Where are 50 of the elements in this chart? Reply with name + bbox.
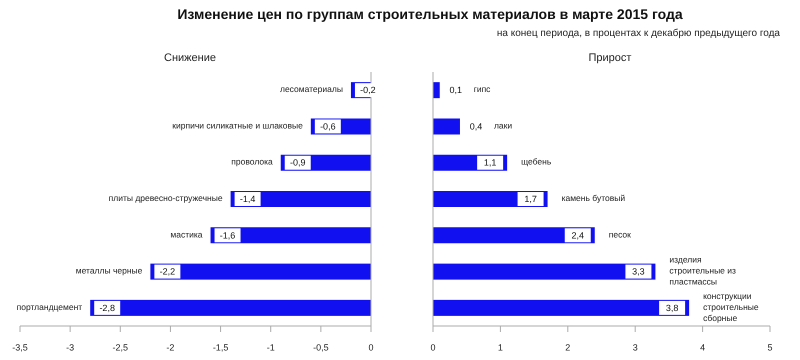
chart-subtitle: на конец периода, в процентах к декабрю предыдущего года	[496, 28, 780, 39]
data-label: -1,6	[220, 230, 236, 240]
x-tick-label: 0	[368, 342, 374, 352]
x-tick-label: -3,5	[12, 342, 28, 352]
data-label: -2,2	[160, 266, 176, 277]
bar	[433, 264, 656, 280]
text: Изменение цен по группам строительных материалов в марте 2015 года	[176, 6, 684, 22]
x-tick-label: -0,5	[313, 342, 329, 352]
y-tick-label: мастика	[170, 230, 203, 240]
data-label: -1,4	[240, 194, 256, 204]
y-tick-label: лаки	[494, 120, 512, 131]
y-tick-label: гипс	[474, 84, 492, 94]
y-tick-label: песок	[608, 230, 632, 240]
x-tick-label: 3	[632, 342, 638, 352]
y-tick-label: портландцемент	[16, 302, 82, 312]
y-tick-label: изделия строительные из пластмассы	[669, 254, 736, 287]
data-label: 1,7	[524, 194, 537, 204]
data-label: -2,8	[99, 302, 115, 313]
y-tick-label: камень бутовый	[562, 193, 626, 204]
data-label: 1,1	[484, 158, 496, 168]
y-tick-label: кирпичи силикатные и шлаковые	[172, 120, 304, 131]
x-tick-label: -3	[66, 342, 74, 352]
x-tick-label: 4	[700, 342, 706, 352]
text: Прирост	[588, 52, 632, 64]
bar	[433, 118, 460, 134]
y-tick-label: металлы черные	[76, 266, 143, 276]
x-tick-label: 2	[565, 342, 570, 352]
bar	[433, 300, 690, 316]
x-tick-label: -1,5	[212, 342, 228, 352]
y-tick-label: щебень	[521, 156, 552, 167]
data-label: 3,8	[666, 302, 678, 313]
data-label: -0,6	[320, 121, 336, 132]
y-tick-label: проволока	[231, 156, 274, 167]
x-tick-label: -1	[266, 342, 275, 352]
x-tick-label: -2,5	[112, 342, 128, 352]
x-tick-label: 1	[498, 342, 503, 352]
data-label: 3,3	[632, 266, 645, 277]
y-tick-label: конструкции строительные сборные	[703, 291, 759, 324]
data-label: 0,1	[449, 85, 462, 96]
y-tick-label: плиты древесно-стружечные	[108, 193, 223, 204]
bar	[433, 227, 595, 244]
text: Снижение	[164, 52, 216, 64]
data-label: -0,9	[290, 158, 306, 168]
y-tick-label: лесоматериалы	[280, 84, 343, 94]
x-tick-label: 5	[767, 342, 773, 352]
x-tick-label: 0	[430, 342, 436, 352]
data-label: -0,2	[360, 85, 376, 96]
x-tick-label: -2	[166, 342, 174, 352]
data-label: 2,4	[572, 230, 584, 240]
data-label: 0,4	[470, 121, 482, 132]
